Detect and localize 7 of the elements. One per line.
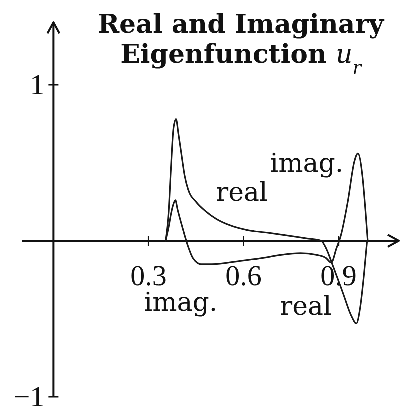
annotation: real bbox=[216, 178, 268, 208]
x-tick-label: 0.6 bbox=[226, 260, 262, 293]
annotation: real bbox=[280, 292, 332, 322]
y-tick-label: 1 bbox=[30, 69, 45, 102]
y-tick-label: −1 bbox=[14, 381, 45, 411]
annotation: imag. bbox=[270, 149, 344, 179]
chart-title: Real and Imaginary Eigenfunction u$_{r}$ bbox=[98, 10, 385, 78]
